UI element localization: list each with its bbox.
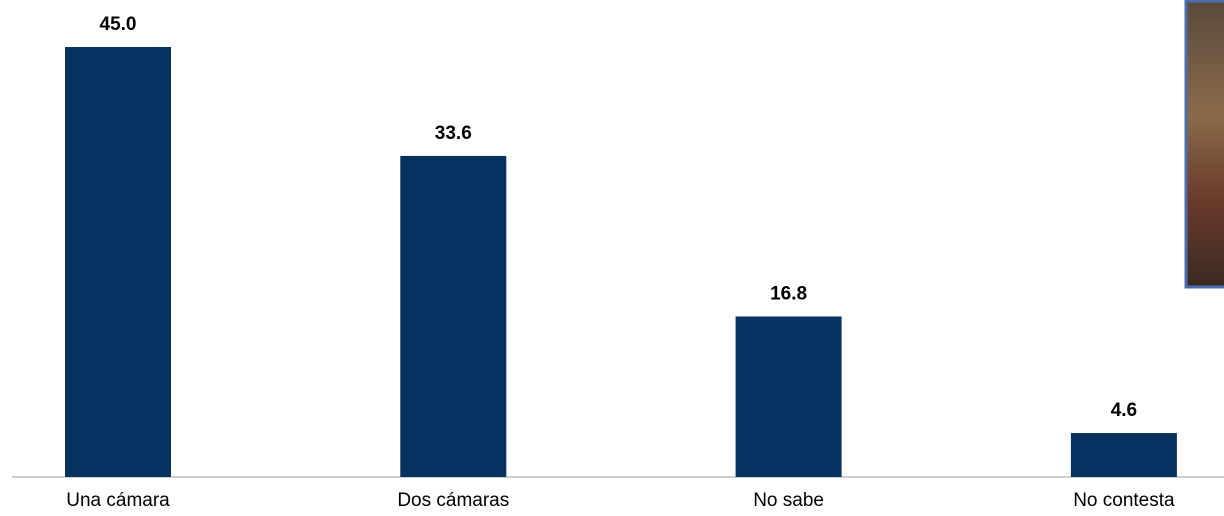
bar (400, 155, 507, 477)
value-label: 33.6 (435, 123, 472, 144)
x-tick-label: Una cámara (66, 490, 170, 511)
x-tick-label: No contesta (1073, 490, 1175, 511)
value-label: 4.6 (1111, 400, 1137, 421)
x-tick-label: No sabe (753, 490, 824, 511)
bar (735, 316, 842, 477)
bar (1070, 433, 1177, 477)
value-label: 45.0 (100, 14, 137, 35)
x-tick-label: Dos cámaras (397, 490, 509, 511)
photo (1184, 0, 1224, 289)
bar (65, 47, 171, 477)
value-label: 16.8 (770, 283, 807, 304)
